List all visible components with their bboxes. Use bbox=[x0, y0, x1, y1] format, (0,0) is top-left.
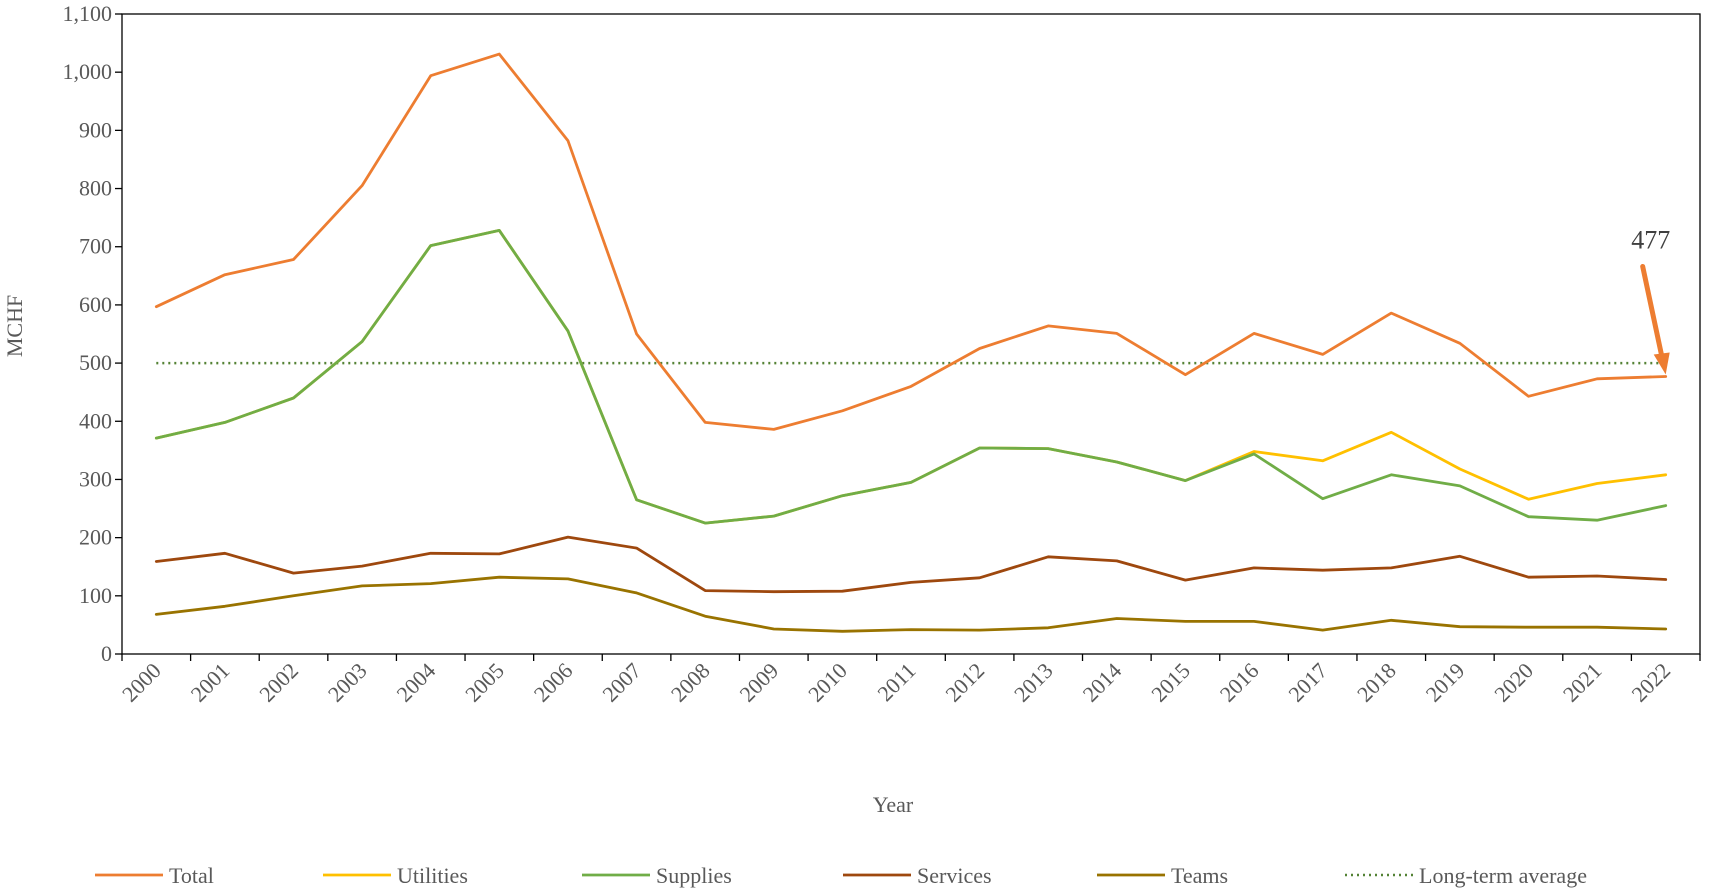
annotations: 477 bbox=[1631, 225, 1670, 375]
legend-label: Teams bbox=[1171, 863, 1228, 888]
y-tick-label: 400 bbox=[79, 408, 112, 433]
plot-frame bbox=[121, 13, 1701, 655]
y-tick-label: 200 bbox=[79, 525, 112, 550]
y-tick-label: 800 bbox=[79, 176, 112, 201]
x-tick-label: 2005 bbox=[460, 658, 509, 707]
x-tick-label: 2019 bbox=[1421, 658, 1470, 707]
y-axis-title: MCHF bbox=[2, 295, 27, 357]
legend-label: Services bbox=[917, 863, 992, 888]
y-tick-label: 1,000 bbox=[63, 59, 113, 84]
x-tick-label: 2000 bbox=[117, 658, 166, 707]
x-tick-label: 2017 bbox=[1283, 658, 1332, 707]
x-tick-label: 2018 bbox=[1352, 658, 1401, 707]
x-tick-label: 2010 bbox=[803, 658, 852, 707]
y-tick-label: 1,100 bbox=[63, 1, 113, 26]
x-tick-label: 2022 bbox=[1626, 658, 1675, 707]
y-tick-label: 0 bbox=[101, 641, 112, 666]
legend-label: Total bbox=[169, 863, 214, 888]
y-tick-label: 100 bbox=[79, 583, 112, 608]
x-tick-label: 2002 bbox=[254, 658, 303, 707]
y-axis-ticks: 0 100 200 300 400 500 600 700 800 900 1,000 1,100 bbox=[63, 1, 122, 666]
annotation-arrow-head bbox=[1653, 352, 1670, 375]
y-tick-label: 700 bbox=[79, 234, 112, 259]
x-axis-ticks: 2000 2001 2002 2003 2004 2005 2006 2007 2008 2009… bbox=[117, 654, 1701, 707]
x-tick-label: 2020 bbox=[1489, 658, 1538, 707]
x-tick-label: 2004 bbox=[391, 658, 440, 707]
x-tick-label: 2012 bbox=[940, 658, 989, 707]
series-line-services bbox=[154, 535, 1668, 594]
x-tick-label: 2008 bbox=[666, 658, 715, 707]
x-tick-label: 2003 bbox=[323, 658, 372, 707]
y-tick-label: 300 bbox=[79, 466, 112, 491]
y-tick-label: 500 bbox=[79, 350, 112, 375]
series-lines bbox=[154, 52, 1668, 633]
legend: Total Utilities Supplies Services Teams Long-… bbox=[95, 863, 1587, 888]
x-tick-label: 2006 bbox=[529, 658, 578, 707]
x-tick-label: 2015 bbox=[1146, 658, 1195, 707]
axes bbox=[121, 13, 1701, 655]
x-axis-title: Year bbox=[873, 792, 914, 817]
x-tick-label: 2011 bbox=[872, 658, 920, 706]
annotation-label: 477 bbox=[1631, 225, 1670, 254]
annotation-arrow-shaft bbox=[1640, 263, 1666, 363]
x-tick-label: 2021 bbox=[1558, 658, 1607, 707]
series-line-supplies bbox=[154, 228, 1668, 525]
x-tick-label: 2007 bbox=[597, 658, 646, 707]
x-tick-label: 2001 bbox=[186, 658, 235, 707]
y-tick-label: 900 bbox=[79, 117, 112, 142]
legend-label: Utilities bbox=[397, 863, 468, 888]
y-tick-label: 600 bbox=[79, 292, 112, 317]
series-line-utilities bbox=[154, 228, 1668, 525]
series-line-teams bbox=[154, 575, 1668, 633]
x-tick-label: 2016 bbox=[1215, 658, 1264, 707]
legend-label: Long-term average bbox=[1419, 863, 1587, 888]
legend-label: Supplies bbox=[656, 863, 732, 888]
x-tick-label: 2013 bbox=[1009, 658, 1058, 707]
x-tick-label: 2014 bbox=[1078, 658, 1127, 707]
x-tick-label: 2009 bbox=[735, 658, 784, 707]
series-line-total bbox=[154, 52, 1668, 431]
